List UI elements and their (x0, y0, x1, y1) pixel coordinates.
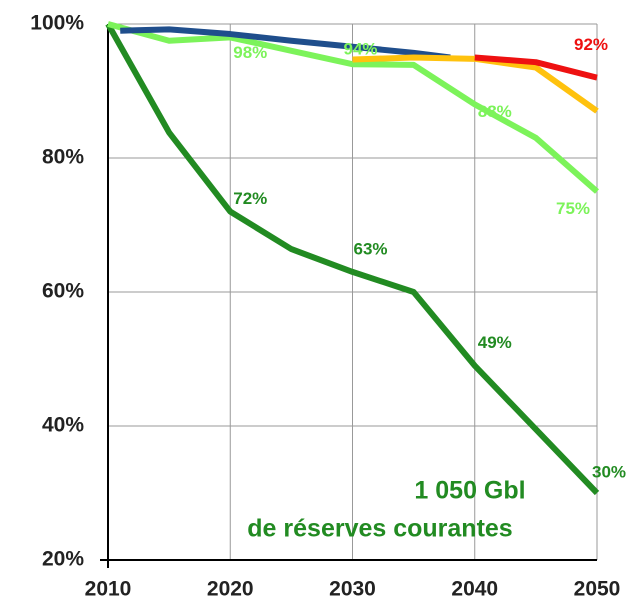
data-label: 63% (353, 239, 387, 258)
y-tick-label: 100% (30, 12, 84, 35)
data-label: 88% (478, 102, 512, 121)
data-label: 94% (343, 40, 377, 59)
y-tick-label: 40% (42, 414, 84, 437)
data-label: 72% (233, 189, 267, 208)
annotation: de réserves courantes (247, 515, 512, 543)
data-label: 98% (233, 43, 267, 62)
x-tick-label: 2050 (574, 578, 621, 601)
y-tick-label: 60% (42, 280, 84, 303)
x-tick-label: 2040 (451, 578, 498, 601)
x-tick-label: 2020 (207, 578, 254, 601)
y-tick-label: 80% (42, 146, 84, 169)
x-tick-label: 2010 (85, 578, 132, 601)
data-label: 75% (556, 199, 590, 218)
y-tick-label: 20% (42, 548, 84, 571)
line (120, 26, 451, 61)
line (107, 21, 599, 194)
data-label: 30% (592, 462, 626, 481)
data-label: 92% (574, 35, 608, 54)
line (474, 54, 598, 81)
line (105, 22, 600, 496)
x-tick-label: 2030 (329, 578, 376, 601)
data-label: 49% (478, 333, 512, 352)
annotation: 1 050 Gbl (414, 477, 525, 505)
